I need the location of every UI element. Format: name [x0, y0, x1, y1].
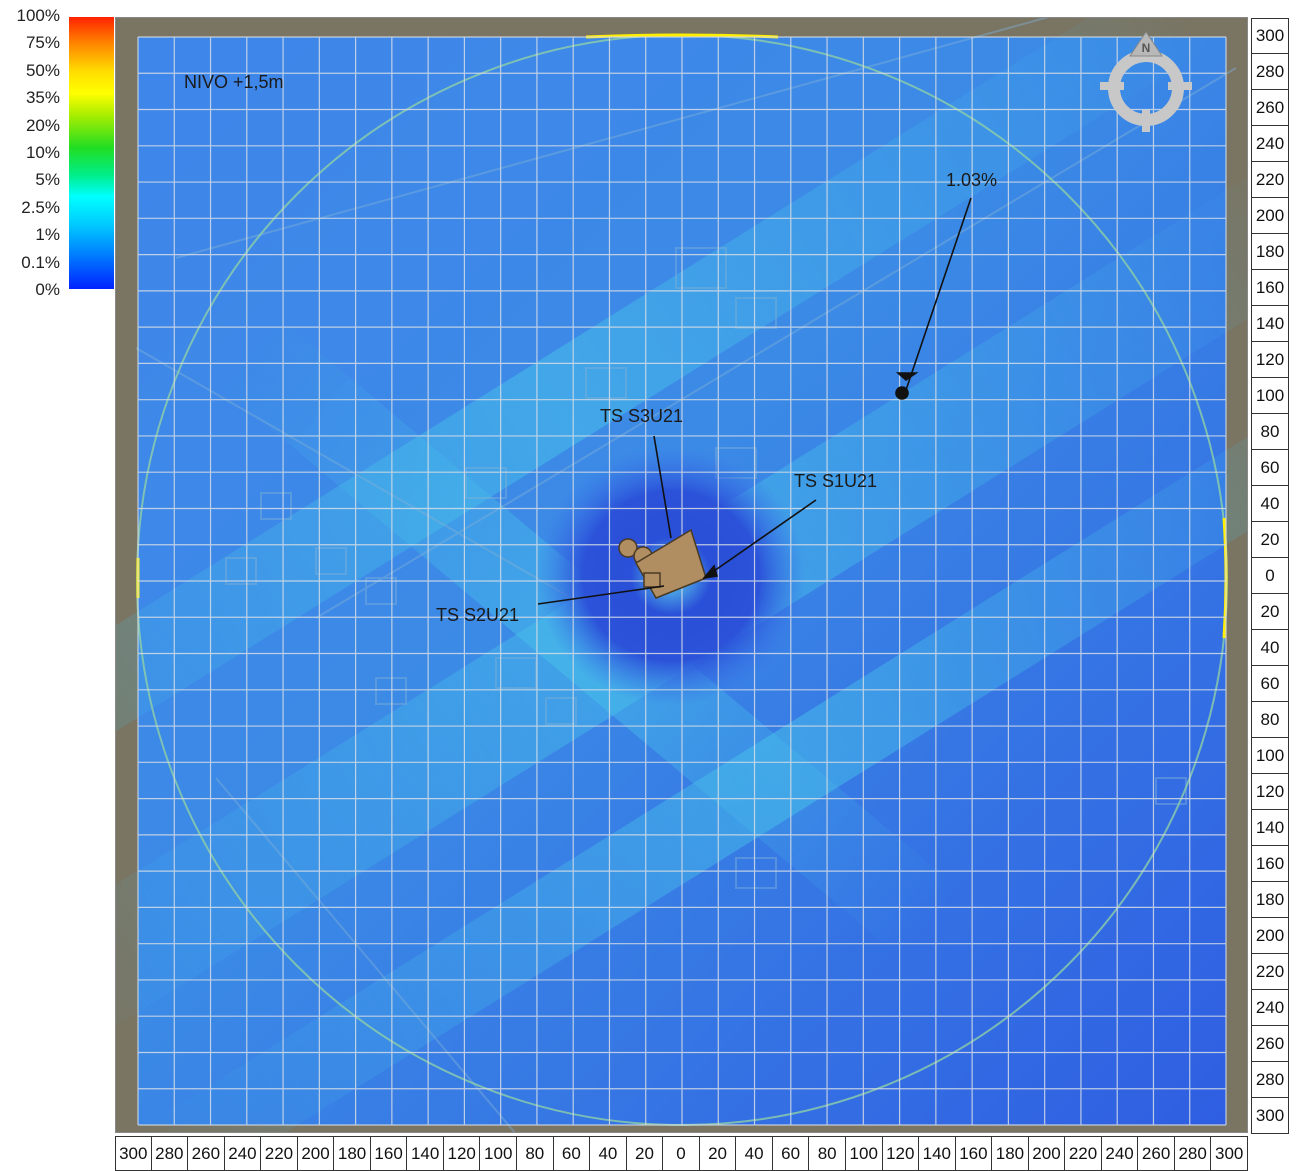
axis-bottom-tick: 120 [443, 1136, 481, 1171]
axis-right-tick: 100 [1251, 378, 1289, 414]
axis-right-tick: 80 [1251, 702, 1289, 738]
axis-bottom-tick: 280 [151, 1136, 189, 1171]
max-value-marker [895, 386, 909, 400]
axis-right-tick: 0 [1251, 558, 1289, 594]
axis-right-tick: 120 [1251, 342, 1289, 378]
axis-right-tick: 180 [1251, 234, 1289, 270]
axis-right-tick: 240 [1251, 990, 1289, 1026]
axis-right-tick: 300 [1251, 1098, 1289, 1134]
axis-bottom-tick: 100 [845, 1136, 883, 1171]
axis-bottom-tick: 180 [334, 1136, 371, 1171]
axis-bottom-tick: 240 [224, 1136, 262, 1171]
axis-right-tick: 200 [1251, 198, 1289, 234]
legend-label: 5% [35, 170, 60, 190]
legend-label: 1% [35, 225, 60, 245]
axis-bottom-tick: 160 [955, 1136, 993, 1171]
axis-right-tick: 20 [1251, 594, 1289, 630]
legend-label: 50% [25, 60, 60, 80]
level-label: NIVO +1,5m [184, 72, 284, 92]
source-label-s1u21: TS S1U21 [794, 471, 878, 491]
axis-right-tick: 280 [1251, 54, 1289, 90]
axis-right-tick: 80 [1251, 414, 1289, 450]
axis-right-tick: 300 [1251, 18, 1289, 54]
axis-right-tick: 60 [1251, 450, 1289, 486]
heatmap-area: NIVO +1,5m 1.03% TS S3U21 TS S1U21 TS S2… [115, 17, 1248, 1133]
axis-bottom-tick: 0 [663, 1136, 700, 1171]
axis-right-tick: 220 [1251, 954, 1289, 990]
axis-bottom-tick: 200 [1028, 1136, 1066, 1171]
axis-bottom-tick: 100 [480, 1136, 518, 1171]
axis-right-tick: 60 [1251, 666, 1289, 702]
axis-right-tick: 200 [1251, 918, 1289, 954]
axis-bottom-tick: 80 [809, 1136, 846, 1171]
axis-bottom-tick: 120 [882, 1136, 920, 1171]
legend-label: 35% [25, 88, 60, 108]
axis-right-tick: 220 [1251, 162, 1289, 198]
axis-right-tick: 40 [1251, 630, 1289, 666]
axis-bottom-tick: 20 [699, 1136, 737, 1171]
axis-bottom-tick: 140 [407, 1136, 444, 1171]
axis-right-tick: 260 [1251, 1026, 1289, 1062]
source-label-s2u21: TS S2U21 [436, 605, 520, 625]
axis-bottom-tick: 280 [1174, 1136, 1212, 1171]
source-label-s3u21: TS S3U21 [600, 406, 684, 426]
axis-right-tick: 260 [1251, 90, 1289, 126]
legend-label: 75% [25, 33, 60, 53]
axis-right-tick: 280 [1251, 1062, 1289, 1098]
axis-bottom-tick: 260 [1138, 1136, 1175, 1171]
axis-right-tick: 140 [1251, 810, 1289, 846]
axis-bottom-tick: 220 [261, 1136, 298, 1171]
axis-bottom: 300 280 260 240 220 200 180 160 140 120 100 80 60 40 2… [115, 1136, 1252, 1171]
axis-bottom-tick: 40 [736, 1136, 773, 1171]
axis-bottom-tick: 300 [1211, 1136, 1248, 1171]
axis-bottom-tick: 160 [370, 1136, 408, 1171]
max-value-label: 1.03% [946, 170, 998, 190]
axis-right-tick: 120 [1251, 774, 1289, 810]
legend-label: 100% [16, 6, 60, 25]
axis-bottom-tick: 180 [992, 1136, 1029, 1171]
axis-right-tick: 240 [1251, 126, 1289, 162]
axis-right-tick: 140 [1251, 306, 1289, 342]
legend-label: 20% [25, 115, 60, 135]
heatmap-svg [116, 18, 1247, 1132]
compass-letter: N [1142, 41, 1151, 55]
legend-label: 0% [35, 280, 60, 299]
substation-transformers-icon [618, 528, 707, 599]
axis-right-tick: 40 [1251, 486, 1289, 522]
axis-bottom-tick: 60 [772, 1136, 810, 1171]
axis-bottom-tick: 80 [517, 1136, 554, 1171]
axis-bottom-tick: 20 [626, 1136, 664, 1171]
axis-right-tick: 160 [1251, 270, 1289, 306]
axis-right-tick: 100 [1251, 738, 1289, 774]
compass-icon: N [1096, 30, 1196, 140]
axis-right-tick: 180 [1251, 882, 1289, 918]
label-leader-lines [537, 197, 972, 605]
axis-bottom-tick: 300 [115, 1136, 152, 1171]
axis-right-tick: 20 [1251, 522, 1289, 558]
legend-label: 2.5% [21, 197, 60, 217]
axis-bottom-tick: 40 [590, 1136, 627, 1171]
legend-label: 10% [25, 143, 60, 162]
legend-label: 0.1% [21, 252, 60, 272]
boundary-ring-highlight [585, 33, 779, 39]
axis-bottom-tick: 200 [297, 1136, 335, 1171]
axis-right: 300 280 260 240 220 200 180 160 140 120 100 80 60 40 2… [1251, 18, 1289, 1134]
axis-bottom-tick: 260 [188, 1136, 225, 1171]
axis-bottom-tick: 140 [919, 1136, 956, 1171]
axis-right-tick: 160 [1251, 846, 1289, 882]
axis-bottom-tick: 220 [1065, 1136, 1102, 1171]
axis-bottom-tick: 60 [553, 1136, 591, 1171]
axis-bottom-tick: 240 [1101, 1136, 1139, 1171]
color-scale-bar [69, 17, 114, 289]
